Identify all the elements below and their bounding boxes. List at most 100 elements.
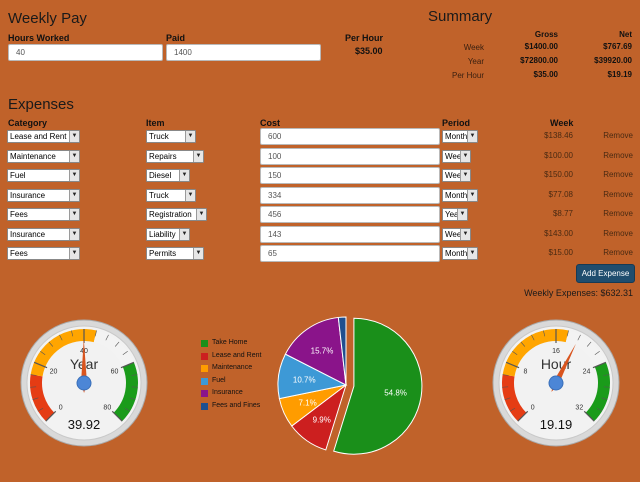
cost-input[interactable]: 100 <box>260 147 440 165</box>
summary-hour-gross: $35.00 <box>533 70 558 79</box>
cost-input[interactable]: 600 <box>260 128 440 145</box>
remove-button[interactable]: Remove <box>603 248 633 257</box>
hours-worked-input[interactable]: 40 <box>8 44 163 61</box>
remove-button[interactable]: Remove <box>603 131 633 140</box>
category-select[interactable]: Fees ▼ <box>7 208 80 221</box>
pie-legend: Take Home Lease and Rent Maintenance Fuel In… <box>201 339 281 419</box>
pie-slice <box>284 316 347 386</box>
category-value: Maintenance <box>10 151 56 161</box>
chevron-down-icon: ▼ <box>69 170 79 181</box>
gauge-tick <box>30 374 37 376</box>
chevron-down-icon: ▼ <box>179 228 189 240</box>
summary-row-label: Year <box>467 57 484 66</box>
gauge-band <box>502 374 527 422</box>
pie-slice-label: 54.8% <box>384 389 407 398</box>
gauge-tick <box>601 397 608 400</box>
summary-year-gross: $72800.00 <box>520 56 558 65</box>
gauge-tick <box>114 341 120 347</box>
pie-slice-label: 15.7% <box>311 346 334 355</box>
period-select[interactable]: Week ▼ <box>442 169 471 182</box>
gauge-band <box>565 330 606 367</box>
gauge-tick <box>48 341 54 347</box>
legend-swatch <box>201 402 208 410</box>
item-value: Permits <box>149 249 177 258</box>
week-amount: $8.77 <box>552 209 573 218</box>
chevron-down-icon: ▼ <box>69 189 79 201</box>
category-select[interactable]: Maintenance ▼ <box>7 149 80 163</box>
chevron-down-icon: ▼ <box>69 209 79 220</box>
gauge-tick <box>520 341 526 347</box>
item-select[interactable]: Liability ▼ <box>146 227 190 241</box>
week-amount: $15.00 <box>548 248 573 257</box>
summary-title: Summary <box>428 8 493 25</box>
gauge-tick-label: 8 <box>524 368 528 375</box>
cost-input[interactable]: 65 <box>260 245 440 262</box>
category-select[interactable]: Insurance ▼ <box>7 188 80 202</box>
summary-hour-net: $19.19 <box>607 70 632 79</box>
category-select[interactable]: Lease and Rent ▼ <box>7 130 80 143</box>
remove-button[interactable]: Remove <box>603 170 633 179</box>
cost-input[interactable]: 150 <box>260 167 440 184</box>
pie-slice-label: 7.1% <box>298 398 316 407</box>
period-select[interactable]: Week ▼ <box>442 149 471 163</box>
add-expense-button[interactable]: Add Expense <box>576 264 635 283</box>
gauge-tick <box>40 351 46 356</box>
gauge-tick <box>124 407 131 412</box>
week-amount: $143.00 <box>544 228 573 238</box>
item-value: Liability <box>149 229 176 239</box>
legend-swatch <box>201 377 208 385</box>
category-select[interactable]: Fuel ▼ <box>7 169 80 182</box>
gauge-tick <box>105 334 109 341</box>
cost-header: Cost <box>260 118 280 128</box>
period-select[interactable]: Week ▼ <box>442 227 471 241</box>
remove-button[interactable]: Remove <box>603 189 633 199</box>
gauge-tick-label: 0 <box>531 404 535 411</box>
remove-button[interactable]: Remove <box>603 150 633 160</box>
summary-row-label: Per Hour <box>451 71 484 80</box>
item-select[interactable]: Diesel ▼ <box>146 169 190 182</box>
gauge-tick <box>32 397 39 400</box>
gauge-tick <box>502 374 509 376</box>
gauge-tick <box>120 361 135 369</box>
item-header: Item <box>146 118 165 128</box>
category-value: Fees <box>10 249 28 258</box>
weekly-pay-title: Weekly Pay <box>8 10 87 27</box>
cost-input[interactable]: 456 <box>260 206 440 223</box>
remove-button[interactable]: Remove <box>603 228 633 238</box>
period-select[interactable]: Month ▼ <box>442 130 478 143</box>
item-select[interactable]: Truck ▼ <box>146 130 196 143</box>
chevron-down-icon: ▼ <box>193 248 203 259</box>
item-value: Diesel <box>149 171 172 180</box>
expenses-title: Expenses <box>8 96 74 113</box>
category-select[interactable]: Fees ▼ <box>7 247 80 260</box>
chevron-down-icon: ▼ <box>457 209 467 220</box>
item-select[interactable]: Truck ▼ <box>146 188 196 202</box>
gauge-tick <box>577 334 581 341</box>
gauge-value: 39.92 <box>68 417 101 432</box>
cost-input[interactable]: 143 <box>260 225 440 243</box>
category-header: Category <box>8 118 48 128</box>
legend-label: Maintenance <box>212 364 253 371</box>
period-select[interactable]: Year ▼ <box>442 208 468 221</box>
cost-input[interactable]: 334 <box>260 186 440 204</box>
remove-button[interactable]: Remove <box>603 209 633 218</box>
period-select[interactable]: Month ▼ <box>442 247 478 260</box>
paid-input[interactable]: 1400 <box>166 44 321 61</box>
gauge-tick <box>45 410 57 422</box>
item-select[interactable]: Permits ▼ <box>146 247 204 260</box>
chevron-down-icon: ▼ <box>460 228 470 240</box>
hours-worked-label: Hours Worked <box>8 33 70 43</box>
period-header: Period <box>442 118 471 128</box>
item-select[interactable]: Repairs ▼ <box>146 149 204 163</box>
weekly-expenses-total: Weekly Expenses: $632.31 <box>524 288 633 298</box>
period-value: Month <box>445 190 468 200</box>
item-value: Repairs <box>149 151 177 161</box>
item-select[interactable]: Registration ▼ <box>146 208 207 221</box>
period-select[interactable]: Month ▼ <box>442 188 478 202</box>
category-select[interactable]: Insurance ▼ <box>7 227 80 241</box>
legend-label: Fuel <box>212 376 226 384</box>
gauge-tick <box>603 374 610 376</box>
legend-swatch <box>201 365 208 372</box>
category-value: Fuel <box>10 171 26 180</box>
